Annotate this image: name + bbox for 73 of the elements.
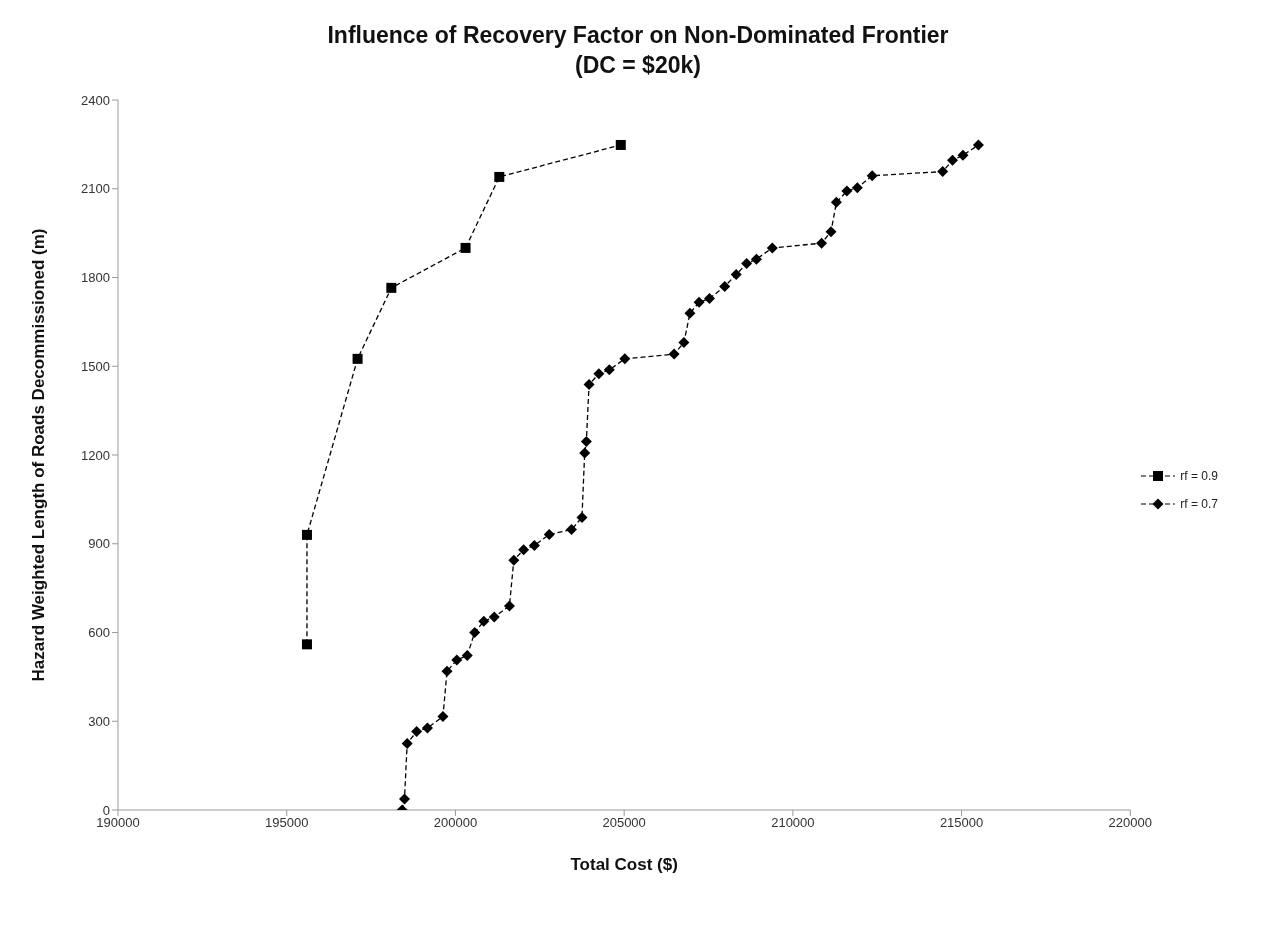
point — [719, 280, 731, 292]
point — [750, 253, 762, 265]
point — [583, 379, 595, 391]
point — [825, 226, 837, 238]
point — [684, 307, 696, 319]
point — [508, 554, 520, 566]
point — [972, 139, 984, 151]
x-tick-label: 205000 — [602, 815, 646, 831]
point — [603, 364, 615, 376]
point — [461, 650, 473, 662]
chart-subtitle: (DC = $20k) — [574, 51, 702, 80]
point — [579, 447, 591, 459]
chart-title: Influence of Recovery Factor on Non-Dominated Frontier — [326, 21, 950, 50]
y-tick-label: 300 — [88, 713, 110, 729]
point — [741, 258, 753, 270]
point — [615, 139, 626, 150]
point — [301, 639, 312, 650]
point — [451, 654, 463, 666]
point — [668, 348, 680, 360]
point — [566, 524, 578, 536]
x-tick-label: 200000 — [433, 815, 478, 831]
point — [678, 337, 690, 349]
point — [543, 529, 555, 541]
legend-label: rf = 0.9 — [1180, 469, 1218, 483]
point — [386, 282, 397, 293]
point — [704, 293, 716, 304]
point — [619, 353, 631, 365]
legend-label: rf = 0.7 — [1180, 497, 1218, 511]
point — [937, 166, 949, 178]
point — [441, 665, 453, 677]
point — [946, 154, 958, 166]
point — [816, 237, 828, 249]
y-tick-label: 2400 — [81, 92, 110, 108]
point — [693, 296, 705, 308]
point — [352, 353, 363, 364]
point — [401, 737, 413, 749]
y-tick-label: 1200 — [81, 447, 110, 463]
point — [421, 722, 433, 734]
x-tick-label: 195000 — [265, 815, 309, 831]
y-tick-label: 2100 — [81, 181, 110, 197]
x-tick-label: 215000 — [939, 815, 984, 831]
point — [851, 182, 863, 194]
point — [469, 627, 481, 638]
point — [398, 793, 410, 805]
x-tick-label: 210000 — [771, 815, 815, 831]
point — [580, 435, 592, 447]
x-tick-label: 190000 — [96, 815, 140, 831]
y-tick-label: 900 — [88, 536, 110, 552]
point — [488, 611, 500, 623]
point — [528, 540, 540, 552]
point — [478, 615, 490, 627]
point — [437, 711, 449, 723]
y-tick-label: 1800 — [81, 270, 110, 286]
point — [518, 544, 530, 556]
point — [503, 600, 515, 612]
x-axis-title: Total Cost ($) — [570, 855, 678, 874]
point — [494, 171, 505, 182]
x-tick-label: 220000 — [1108, 815, 1153, 831]
point — [830, 196, 842, 208]
y-tick-label: 0 — [102, 802, 110, 818]
y-tick-label: 1500 — [81, 358, 110, 374]
point — [301, 529, 312, 540]
point — [593, 368, 605, 380]
point — [841, 185, 853, 197]
y-axis-title: Hazard Weighted Length of Roads Decommissioned (m) — [29, 228, 49, 682]
point — [460, 242, 471, 253]
point — [411, 726, 423, 738]
point — [766, 242, 778, 254]
point — [957, 149, 969, 161]
point — [866, 170, 878, 182]
point — [576, 511, 588, 523]
y-tick-label: 600 — [88, 625, 110, 641]
point — [730, 269, 742, 281]
